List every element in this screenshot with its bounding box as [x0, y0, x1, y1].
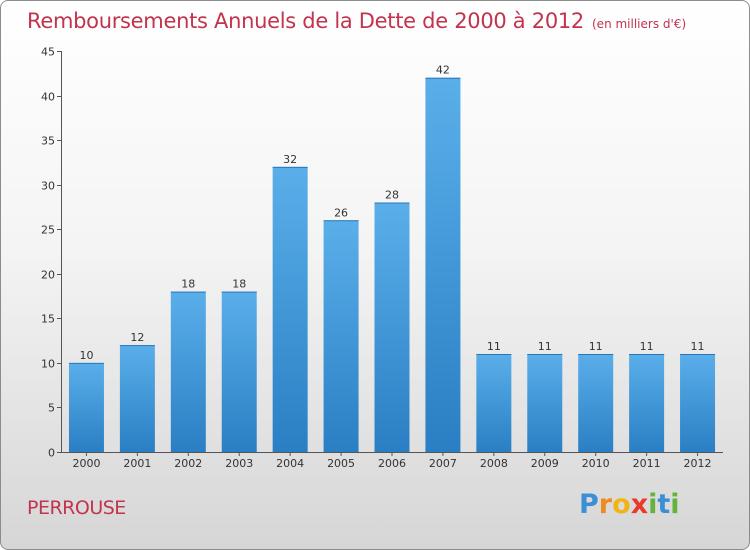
bar — [170, 291, 206, 452]
y-tick-label: 45 — [41, 46, 55, 59]
y-tick-label: 10 — [41, 358, 55, 371]
proxiti-logo: Proxiti — [579, 489, 680, 520]
logo-letter: i — [670, 489, 680, 520]
y-tick-label: 5 — [48, 402, 55, 415]
x-tick-label: 2012 — [684, 457, 712, 470]
y-tick-label: 35 — [41, 135, 55, 148]
bar — [221, 291, 257, 452]
x-tick-label: 2003 — [225, 457, 253, 470]
logo-letter: o — [612, 489, 631, 520]
bar-value-label: 12 — [130, 331, 144, 344]
logo-letter: x — [630, 489, 649, 520]
bar — [629, 353, 665, 452]
bar — [527, 353, 563, 452]
logo-letter: P — [579, 489, 599, 520]
bar — [68, 362, 104, 452]
bar — [272, 166, 308, 452]
bar — [323, 220, 359, 452]
x-tick-label: 2008 — [480, 457, 508, 470]
bar — [119, 345, 155, 452]
bar — [476, 353, 512, 452]
y-tick-label: 25 — [41, 224, 55, 237]
bar-value-label: 10 — [79, 349, 93, 362]
bar-value-label: 11 — [691, 340, 705, 353]
y-tick-label: 20 — [41, 269, 55, 282]
chart-title: Remboursements Annuels de la Dette de 20… — [27, 9, 686, 33]
bar-value-label: 11 — [589, 340, 603, 353]
logo-letter: r — [598, 489, 613, 520]
x-tick-label: 2009 — [531, 457, 559, 470]
bar-value-label: 26 — [334, 206, 348, 219]
bar-value-label: 11 — [538, 340, 552, 353]
bar-value-label: 28 — [385, 188, 399, 201]
bar-value-label: 18 — [181, 278, 195, 291]
x-tick-label: 2004 — [276, 457, 304, 470]
logo-letter: t — [657, 489, 671, 520]
x-tick-label: 2005 — [327, 457, 355, 470]
bar — [374, 202, 410, 452]
x-tick-label: 2007 — [429, 457, 457, 470]
y-tick-label: 40 — [41, 91, 55, 104]
y-tick-label: 15 — [41, 313, 55, 326]
x-tick-label: 2002 — [174, 457, 202, 470]
bar-value-label: 11 — [487, 340, 501, 353]
x-tick-label: 2010 — [582, 457, 610, 470]
chart-subtitle: (en milliers d'€) — [592, 17, 687, 31]
bar-value-label: 32 — [283, 153, 297, 166]
x-tick-label: 2000 — [72, 457, 100, 470]
bar-value-label: 18 — [232, 278, 246, 291]
commune-name: PERROUSE — [27, 497, 126, 519]
logo-letter: i — [648, 489, 658, 520]
bar — [680, 353, 716, 452]
y-tick-label: 30 — [41, 180, 55, 193]
chart-title-text: Remboursements Annuels de la Dette de 20… — [27, 9, 584, 33]
x-tick-label: 2006 — [378, 457, 406, 470]
bar — [425, 77, 461, 452]
x-tick-label: 2001 — [123, 457, 151, 470]
x-tick-label: 2011 — [633, 457, 661, 470]
bar — [578, 353, 614, 452]
bar-value-label: 11 — [640, 340, 654, 353]
y-tick-label: 0 — [48, 447, 55, 460]
bar-value-label: 42 — [436, 64, 450, 77]
